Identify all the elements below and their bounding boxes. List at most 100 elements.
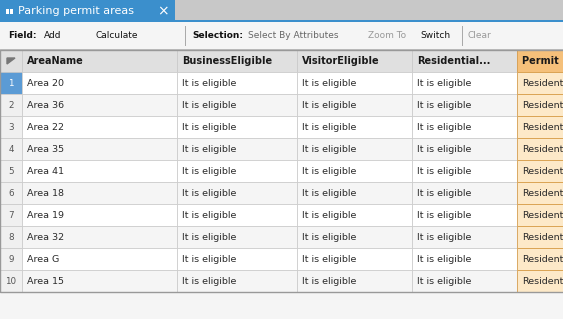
Bar bbox=[297, 248, 412, 270]
Text: AreaName: AreaName bbox=[27, 56, 84, 66]
Bar bbox=[297, 116, 412, 138]
Text: Area G: Area G bbox=[27, 255, 59, 263]
Text: VisitorEligible: VisitorEligible bbox=[302, 56, 379, 66]
Bar bbox=[0, 50, 22, 72]
Text: Area 19: Area 19 bbox=[27, 211, 64, 219]
Bar bbox=[517, 204, 563, 226]
Bar bbox=[462, 26, 463, 46]
Text: Resident/Business/Visitor: Resident/Business/Visitor bbox=[522, 277, 563, 286]
Bar bbox=[177, 72, 297, 94]
Bar bbox=[517, 138, 563, 160]
Text: BusinessEligible: BusinessEligible bbox=[182, 56, 272, 66]
Bar bbox=[177, 116, 297, 138]
Text: It is eligible: It is eligible bbox=[417, 100, 471, 109]
Text: Area 35: Area 35 bbox=[27, 145, 64, 153]
Text: It is eligible: It is eligible bbox=[417, 122, 471, 131]
Bar bbox=[6, 10, 9, 11]
Bar bbox=[10, 12, 13, 13]
Bar bbox=[412, 204, 517, 226]
Text: It is eligible: It is eligible bbox=[302, 122, 356, 131]
Bar bbox=[177, 226, 297, 248]
Bar bbox=[10, 10, 13, 11]
Text: It is eligible: It is eligible bbox=[182, 100, 236, 109]
Text: It is eligible: It is eligible bbox=[182, 277, 236, 286]
Text: Area 36: Area 36 bbox=[27, 100, 64, 109]
Bar bbox=[517, 270, 563, 292]
Text: It is eligible: It is eligible bbox=[302, 145, 356, 153]
Text: It is eligible: It is eligible bbox=[182, 255, 236, 263]
Bar bbox=[22, 72, 177, 94]
Bar bbox=[297, 94, 412, 116]
Bar bbox=[412, 116, 517, 138]
Text: Switch: Switch bbox=[420, 32, 450, 41]
Bar bbox=[412, 160, 517, 182]
Text: Resident/Business/Visitor: Resident/Business/Visitor bbox=[522, 233, 563, 241]
Bar bbox=[22, 248, 177, 270]
Bar bbox=[0, 0, 175, 22]
Text: It is eligible: It is eligible bbox=[417, 189, 471, 197]
Bar bbox=[22, 94, 177, 116]
Text: It is eligible: It is eligible bbox=[302, 100, 356, 109]
Bar bbox=[412, 50, 517, 72]
Text: Area 22: Area 22 bbox=[27, 122, 64, 131]
Text: 3: 3 bbox=[8, 122, 14, 131]
Text: It is eligible: It is eligible bbox=[182, 145, 236, 153]
Bar bbox=[0, 248, 22, 270]
Bar bbox=[517, 248, 563, 270]
Text: It is eligible: It is eligible bbox=[417, 233, 471, 241]
Bar bbox=[297, 50, 412, 72]
Text: Resident/Business/Visitor: Resident/Business/Visitor bbox=[522, 78, 563, 87]
Text: It is eligible: It is eligible bbox=[302, 211, 356, 219]
Bar bbox=[177, 94, 297, 116]
Text: It is eligible: It is eligible bbox=[417, 277, 471, 286]
Polygon shape bbox=[7, 58, 15, 64]
Bar bbox=[0, 94, 22, 116]
Text: Calculate: Calculate bbox=[95, 32, 137, 41]
Text: Resident/Business/Visitor: Resident/Business/Visitor bbox=[522, 189, 563, 197]
Text: Clear: Clear bbox=[468, 32, 491, 41]
Bar bbox=[177, 160, 297, 182]
Bar bbox=[0, 22, 563, 50]
Text: Resident/Business/Visitor: Resident/Business/Visitor bbox=[522, 100, 563, 109]
Bar bbox=[22, 182, 177, 204]
Bar bbox=[185, 26, 186, 46]
Bar bbox=[297, 138, 412, 160]
Bar bbox=[6, 9, 9, 11]
Text: It is eligible: It is eligible bbox=[182, 122, 236, 131]
Bar bbox=[177, 248, 297, 270]
Text: Resident/Business/Visitor: Resident/Business/Visitor bbox=[522, 211, 563, 219]
Text: 2: 2 bbox=[8, 100, 14, 109]
Text: Residential...: Residential... bbox=[417, 56, 490, 66]
Bar bbox=[22, 138, 177, 160]
Text: Area 20: Area 20 bbox=[27, 78, 64, 87]
Text: Selection:: Selection: bbox=[192, 32, 243, 41]
Bar bbox=[297, 160, 412, 182]
Bar bbox=[517, 116, 563, 138]
Bar bbox=[297, 72, 412, 94]
Text: 5: 5 bbox=[8, 167, 14, 175]
Text: Area 18: Area 18 bbox=[27, 189, 64, 197]
Bar bbox=[517, 160, 563, 182]
Text: It is eligible: It is eligible bbox=[182, 233, 236, 241]
Text: 1: 1 bbox=[8, 78, 14, 87]
Text: It is eligible: It is eligible bbox=[302, 277, 356, 286]
Text: Area 41: Area 41 bbox=[27, 167, 64, 175]
Bar bbox=[0, 204, 22, 226]
Text: It is eligible: It is eligible bbox=[302, 189, 356, 197]
Text: 7: 7 bbox=[8, 211, 14, 219]
Bar bbox=[0, 116, 22, 138]
Bar bbox=[517, 72, 563, 94]
Bar bbox=[22, 270, 177, 292]
Bar bbox=[0, 270, 22, 292]
Bar bbox=[0, 20, 563, 22]
Bar bbox=[517, 182, 563, 204]
Bar bbox=[0, 72, 22, 94]
Text: Permit Eligible: Permit Eligible bbox=[522, 56, 563, 66]
Bar bbox=[412, 248, 517, 270]
Text: 10: 10 bbox=[6, 277, 16, 286]
Bar bbox=[517, 94, 563, 116]
Bar bbox=[22, 116, 177, 138]
Bar bbox=[0, 50, 563, 292]
Text: It is eligible: It is eligible bbox=[417, 145, 471, 153]
Text: It is eligible: It is eligible bbox=[182, 78, 236, 87]
